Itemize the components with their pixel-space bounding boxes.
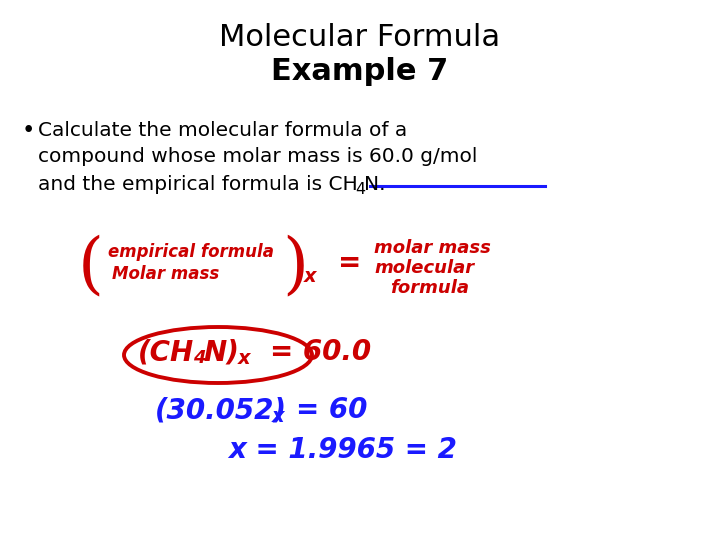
Text: 4: 4 — [193, 349, 205, 367]
Text: ): ) — [282, 234, 308, 300]
Text: (30.052): (30.052) — [155, 396, 287, 424]
Text: Molar mass: Molar mass — [112, 265, 220, 283]
Text: empirical formula: empirical formula — [108, 243, 274, 261]
Text: Calculate the molecular formula of a: Calculate the molecular formula of a — [38, 120, 408, 139]
Text: and the empirical formula is CH: and the empirical formula is CH — [38, 174, 358, 193]
Text: (CH: (CH — [138, 338, 194, 366]
Text: x: x — [272, 408, 284, 427]
Text: = 60: = 60 — [296, 396, 367, 424]
Text: = 60.0: = 60.0 — [270, 338, 371, 366]
Text: 4: 4 — [355, 181, 365, 197]
Text: •: • — [22, 118, 35, 141]
Text: molecular: molecular — [374, 259, 474, 277]
Text: x = 1.9965 = 2: x = 1.9965 = 2 — [228, 436, 457, 464]
Text: x: x — [304, 267, 317, 286]
Text: molar mass: molar mass — [374, 239, 491, 257]
Text: Example 7: Example 7 — [271, 57, 449, 86]
Text: formula: formula — [390, 279, 469, 297]
Text: x: x — [238, 348, 251, 368]
Text: Molecular Formula: Molecular Formula — [220, 24, 500, 52]
Text: N.: N. — [364, 174, 385, 193]
Text: compound whose molar mass is 60.0 g/mol: compound whose molar mass is 60.0 g/mol — [38, 147, 477, 166]
Text: (: ( — [78, 234, 104, 300]
Text: N): N) — [203, 338, 239, 366]
Text: =: = — [338, 249, 361, 277]
